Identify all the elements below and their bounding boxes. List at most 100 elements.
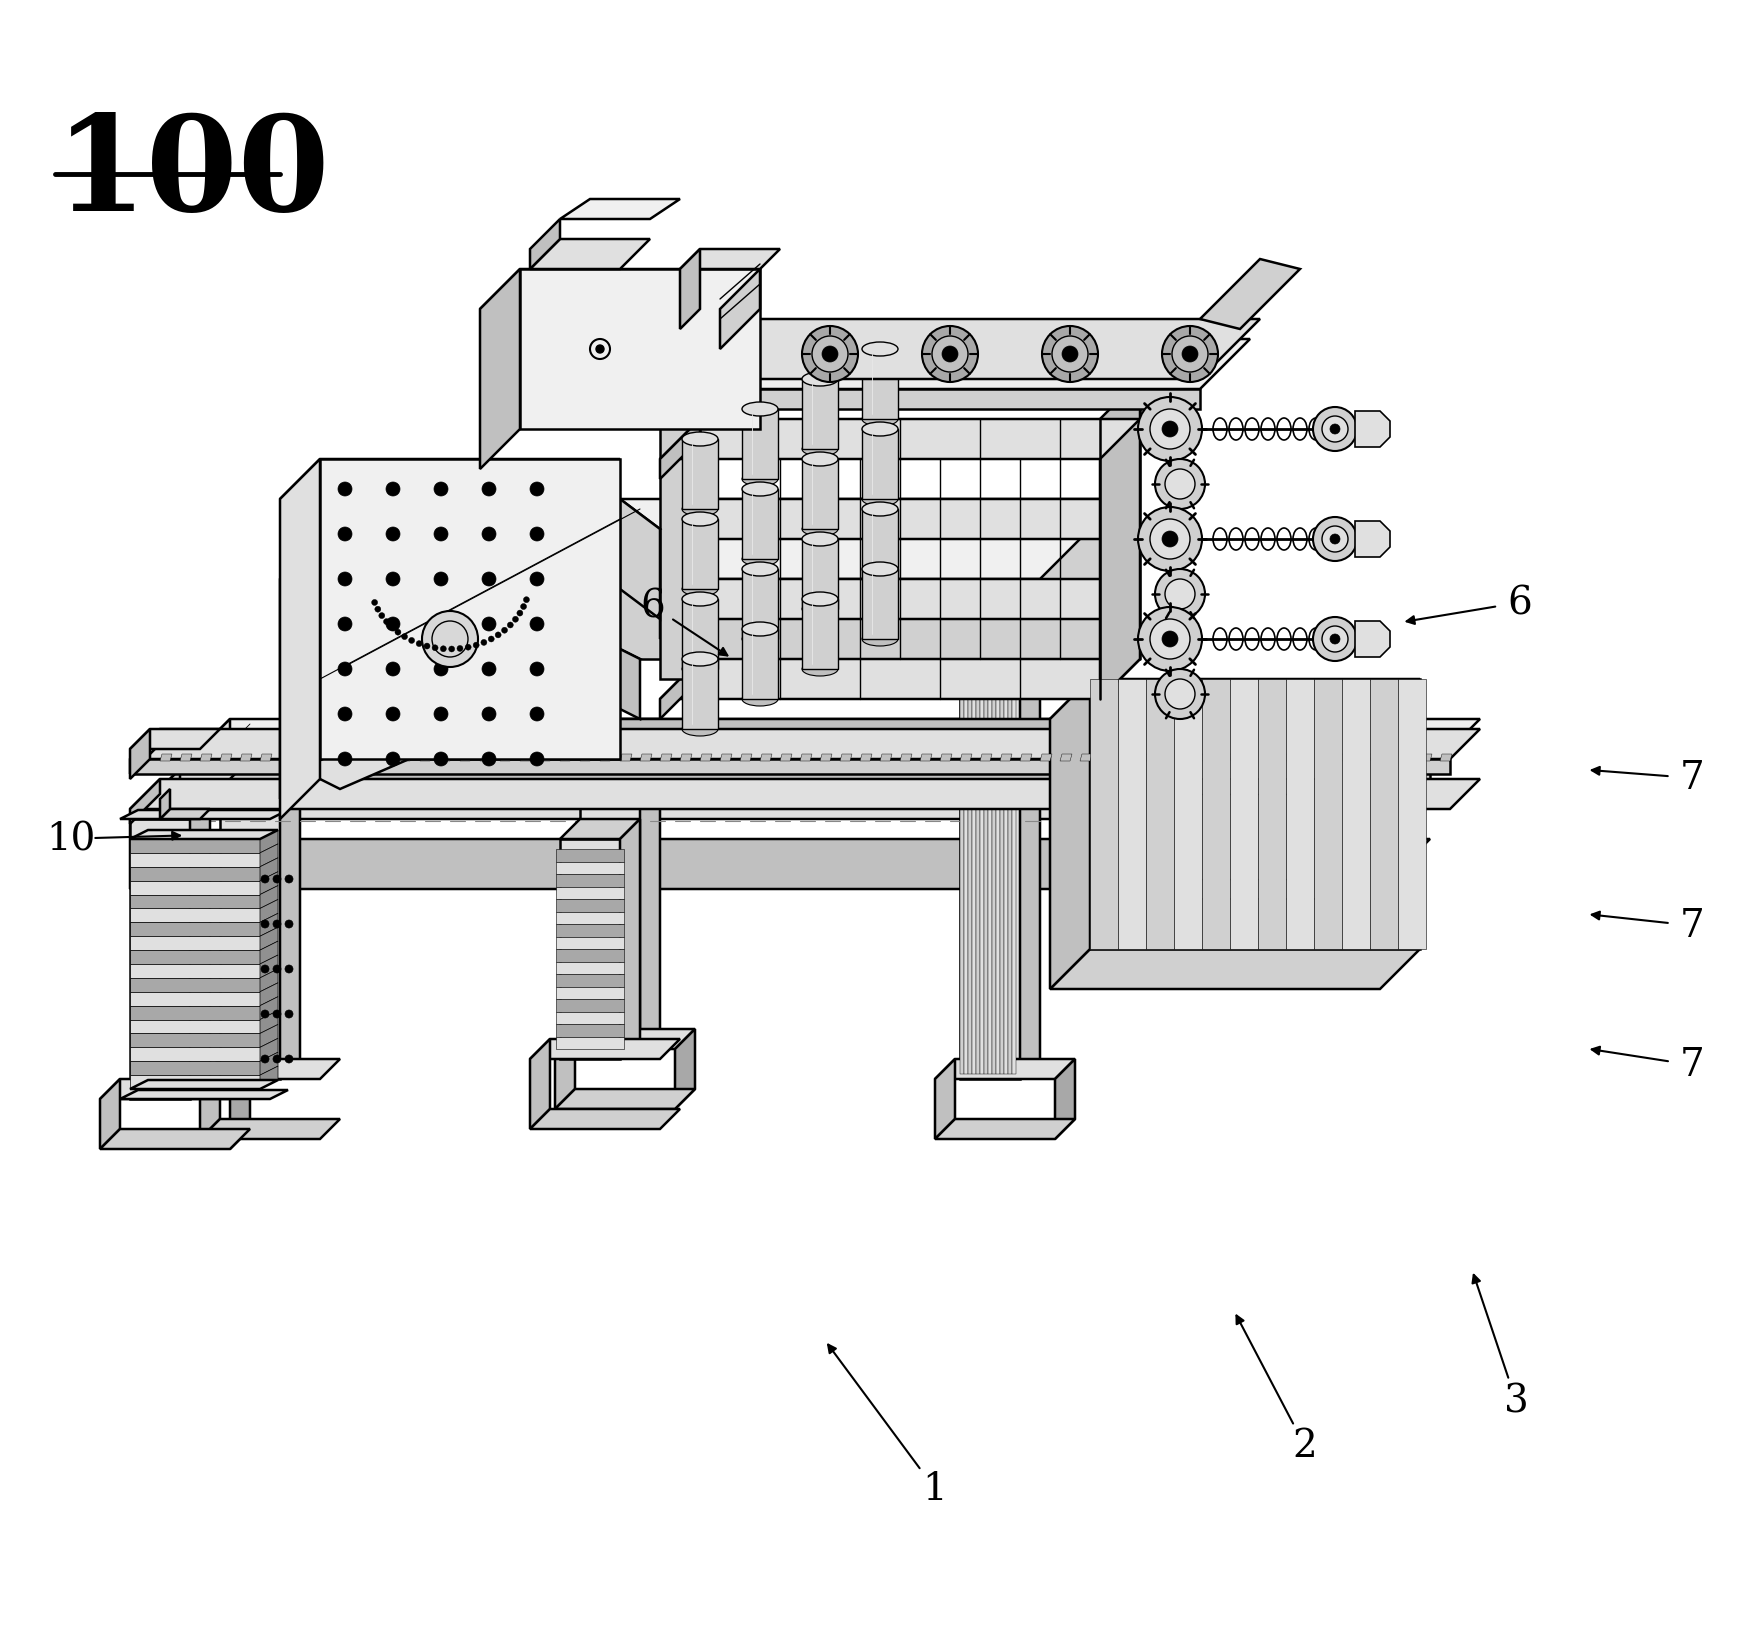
Polygon shape	[1003, 700, 1008, 1074]
Polygon shape	[659, 339, 1250, 390]
Polygon shape	[1179, 780, 1320, 900]
Polygon shape	[1081, 754, 1091, 762]
Polygon shape	[996, 700, 1000, 1074]
Polygon shape	[740, 754, 753, 762]
Polygon shape	[742, 570, 777, 639]
Circle shape	[1137, 508, 1202, 572]
Polygon shape	[300, 754, 312, 762]
Polygon shape	[420, 754, 432, 762]
Polygon shape	[259, 997, 279, 1019]
Polygon shape	[259, 754, 272, 762]
Polygon shape	[130, 1006, 259, 1019]
Polygon shape	[555, 1029, 575, 1110]
Polygon shape	[899, 754, 911, 762]
Polygon shape	[920, 754, 933, 762]
Polygon shape	[130, 854, 259, 867]
Circle shape	[495, 633, 501, 639]
Polygon shape	[561, 820, 640, 839]
Circle shape	[481, 618, 495, 631]
Polygon shape	[130, 820, 190, 1100]
Circle shape	[416, 641, 421, 647]
Polygon shape	[1440, 754, 1453, 762]
Circle shape	[338, 708, 353, 721]
Ellipse shape	[802, 593, 837, 606]
Ellipse shape	[802, 372, 837, 387]
Polygon shape	[130, 923, 259, 936]
Polygon shape	[640, 720, 659, 1049]
Polygon shape	[1342, 680, 1370, 949]
Polygon shape	[682, 439, 718, 510]
Polygon shape	[984, 700, 987, 1074]
Circle shape	[520, 605, 527, 610]
Polygon shape	[199, 754, 212, 762]
Circle shape	[386, 708, 400, 721]
Circle shape	[386, 618, 400, 631]
Circle shape	[1137, 608, 1202, 672]
Polygon shape	[130, 1034, 259, 1047]
Circle shape	[423, 644, 430, 649]
Polygon shape	[259, 928, 279, 951]
Polygon shape	[1000, 754, 1012, 762]
Polygon shape	[682, 659, 718, 729]
Circle shape	[286, 1056, 293, 1064]
Circle shape	[481, 639, 487, 646]
Polygon shape	[1261, 754, 1271, 762]
Ellipse shape	[742, 552, 777, 567]
Polygon shape	[259, 872, 279, 895]
Polygon shape	[259, 1024, 279, 1047]
Polygon shape	[1280, 754, 1292, 762]
Circle shape	[531, 708, 545, 721]
Polygon shape	[280, 770, 300, 1080]
Polygon shape	[1100, 754, 1112, 762]
Polygon shape	[561, 200, 681, 220]
Circle shape	[409, 638, 414, 644]
Polygon shape	[820, 754, 832, 762]
Text: 6: 6	[640, 588, 665, 624]
Polygon shape	[719, 270, 760, 349]
Polygon shape	[1239, 754, 1252, 762]
Ellipse shape	[862, 633, 897, 647]
Polygon shape	[640, 754, 652, 762]
Circle shape	[434, 708, 448, 721]
Polygon shape	[659, 500, 700, 559]
Polygon shape	[1051, 680, 1419, 720]
Polygon shape	[659, 390, 1201, 410]
Circle shape	[1329, 634, 1340, 644]
Polygon shape	[130, 867, 259, 882]
Polygon shape	[987, 700, 993, 1074]
Circle shape	[1329, 425, 1340, 434]
Polygon shape	[681, 249, 700, 329]
Polygon shape	[980, 700, 984, 1074]
Ellipse shape	[862, 493, 897, 506]
Polygon shape	[1419, 754, 1432, 762]
Circle shape	[286, 921, 293, 928]
Polygon shape	[621, 500, 659, 620]
Text: 10: 10	[46, 821, 95, 857]
Polygon shape	[259, 1039, 279, 1062]
Polygon shape	[1201, 795, 1299, 880]
Polygon shape	[980, 754, 993, 762]
Polygon shape	[480, 754, 492, 762]
Polygon shape	[300, 639, 640, 790]
Circle shape	[448, 647, 455, 652]
Circle shape	[273, 1056, 280, 1064]
Polygon shape	[1160, 754, 1172, 762]
Polygon shape	[1340, 754, 1352, 762]
Polygon shape	[130, 1080, 279, 1090]
Circle shape	[941, 347, 957, 362]
Polygon shape	[460, 754, 472, 762]
Polygon shape	[862, 510, 897, 580]
Text: 7: 7	[1680, 908, 1705, 944]
Circle shape	[481, 528, 495, 541]
Polygon shape	[555, 1024, 624, 1037]
Polygon shape	[520, 754, 532, 762]
Polygon shape	[555, 862, 624, 875]
Polygon shape	[501, 754, 511, 762]
Circle shape	[338, 752, 353, 767]
Text: 2: 2	[1292, 1428, 1317, 1464]
Polygon shape	[1359, 754, 1372, 762]
Circle shape	[1165, 680, 1195, 710]
Circle shape	[481, 572, 495, 587]
Circle shape	[1172, 336, 1208, 372]
Ellipse shape	[682, 582, 718, 597]
